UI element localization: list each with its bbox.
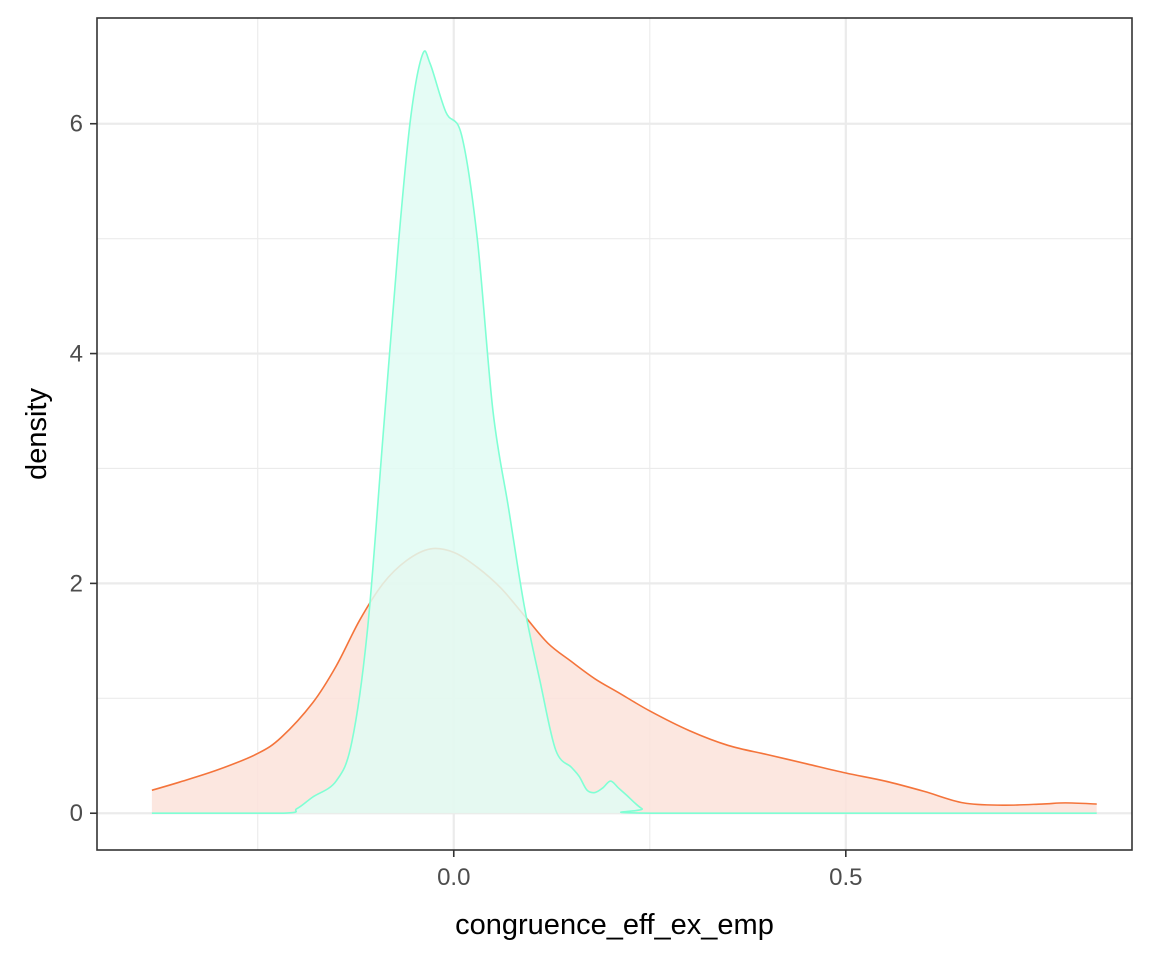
density-line-2 <box>151 50 1097 815</box>
x-axis-title: congruence_eff_ex_emp <box>455 909 774 941</box>
y-tick-label: 0 <box>70 800 83 827</box>
y-tick-label: 4 <box>70 341 83 368</box>
y-tick-label: 2 <box>70 570 83 597</box>
density-series <box>151 50 1097 815</box>
x-tick-label: 0.0 <box>437 864 470 891</box>
y-tick-label: 6 <box>70 111 83 138</box>
panel-border <box>96 17 1133 851</box>
density-line-1 <box>151 547 1097 807</box>
density-area-2 <box>151 50 1097 814</box>
axis-ticks: 0.0 0.5 0 2 4 6 <box>70 111 863 891</box>
y-axis-title: density <box>21 388 53 480</box>
x-tick-label: 0.5 <box>829 864 862 891</box>
